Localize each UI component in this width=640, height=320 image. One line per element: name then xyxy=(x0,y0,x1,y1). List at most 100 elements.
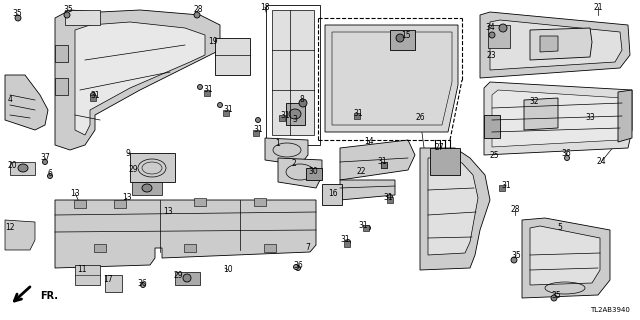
Text: 13: 13 xyxy=(122,194,132,203)
Polygon shape xyxy=(484,82,632,155)
Text: 17: 17 xyxy=(103,276,113,284)
Ellipse shape xyxy=(551,295,557,301)
Text: 28: 28 xyxy=(510,205,520,214)
Text: 31: 31 xyxy=(358,220,368,229)
Text: 13: 13 xyxy=(163,207,173,217)
Text: 12: 12 xyxy=(5,223,15,233)
Ellipse shape xyxy=(365,226,371,230)
Polygon shape xyxy=(265,138,308,165)
Text: 29: 29 xyxy=(128,164,138,173)
Polygon shape xyxy=(114,200,126,208)
Ellipse shape xyxy=(47,173,52,179)
Polygon shape xyxy=(430,148,460,175)
Text: 8: 8 xyxy=(300,95,305,105)
Polygon shape xyxy=(340,180,395,200)
Text: 11: 11 xyxy=(77,266,87,275)
Polygon shape xyxy=(524,98,558,130)
Polygon shape xyxy=(618,90,632,142)
Polygon shape xyxy=(215,38,250,75)
Text: 22: 22 xyxy=(356,167,365,177)
Polygon shape xyxy=(540,36,558,52)
Polygon shape xyxy=(175,272,200,285)
Polygon shape xyxy=(184,244,196,252)
Text: FR.: FR. xyxy=(40,291,58,301)
Polygon shape xyxy=(390,30,415,50)
Ellipse shape xyxy=(387,195,392,199)
Text: TL2AB3940: TL2AB3940 xyxy=(590,307,630,313)
Text: 4: 4 xyxy=(8,95,12,105)
Polygon shape xyxy=(55,45,68,62)
Ellipse shape xyxy=(142,184,152,192)
Text: 35: 35 xyxy=(511,251,521,260)
Ellipse shape xyxy=(564,156,570,161)
Ellipse shape xyxy=(42,159,47,164)
Text: 31: 31 xyxy=(223,106,233,115)
Text: 31: 31 xyxy=(203,85,213,94)
Text: 34: 34 xyxy=(485,23,495,33)
Polygon shape xyxy=(322,184,342,205)
Ellipse shape xyxy=(296,266,301,270)
Ellipse shape xyxy=(15,15,21,21)
Text: 37: 37 xyxy=(40,154,50,163)
Ellipse shape xyxy=(183,274,191,282)
Ellipse shape xyxy=(198,84,202,90)
Ellipse shape xyxy=(499,24,507,32)
Polygon shape xyxy=(278,158,322,188)
Text: 36: 36 xyxy=(293,260,303,269)
Polygon shape xyxy=(387,197,393,203)
Ellipse shape xyxy=(90,92,95,98)
Text: 1: 1 xyxy=(276,139,280,148)
Polygon shape xyxy=(204,90,210,96)
Ellipse shape xyxy=(64,12,70,18)
Polygon shape xyxy=(75,22,205,135)
Polygon shape xyxy=(363,225,369,231)
Ellipse shape xyxy=(396,34,404,42)
Text: 35: 35 xyxy=(551,291,561,300)
Polygon shape xyxy=(132,182,162,195)
Ellipse shape xyxy=(18,164,28,172)
Text: 7: 7 xyxy=(305,244,310,252)
Text: 36: 36 xyxy=(561,148,571,157)
Text: 18: 18 xyxy=(260,3,269,12)
Polygon shape xyxy=(325,25,458,132)
Polygon shape xyxy=(264,244,276,252)
Polygon shape xyxy=(65,10,100,25)
Text: 5: 5 xyxy=(557,223,563,233)
Text: 16: 16 xyxy=(328,188,338,197)
Text: 28: 28 xyxy=(193,5,203,14)
Text: 31: 31 xyxy=(340,236,350,244)
Text: 14: 14 xyxy=(364,137,374,146)
Polygon shape xyxy=(55,78,68,95)
Ellipse shape xyxy=(194,12,200,18)
Polygon shape xyxy=(354,113,360,119)
Polygon shape xyxy=(286,103,305,125)
Polygon shape xyxy=(488,25,510,48)
Text: 23: 23 xyxy=(486,51,496,60)
Text: 3: 3 xyxy=(292,116,298,124)
Text: 31: 31 xyxy=(353,108,363,117)
Polygon shape xyxy=(10,162,35,175)
Polygon shape xyxy=(5,75,48,130)
Text: 24: 24 xyxy=(596,157,606,166)
Polygon shape xyxy=(480,12,630,78)
Text: 31: 31 xyxy=(280,110,290,119)
Polygon shape xyxy=(272,10,314,135)
Text: 27: 27 xyxy=(434,143,444,153)
Text: 31: 31 xyxy=(383,193,393,202)
Text: 30: 30 xyxy=(308,166,318,175)
Text: 31: 31 xyxy=(90,91,100,100)
Text: 10: 10 xyxy=(223,266,233,275)
Text: 9: 9 xyxy=(125,148,131,157)
Polygon shape xyxy=(94,244,106,252)
Ellipse shape xyxy=(489,32,495,38)
Text: 2: 2 xyxy=(292,158,296,167)
Polygon shape xyxy=(55,10,220,150)
Polygon shape xyxy=(344,241,350,247)
Text: 25: 25 xyxy=(489,150,499,159)
Text: 13: 13 xyxy=(70,188,80,197)
Text: 32: 32 xyxy=(529,98,539,107)
Text: 35: 35 xyxy=(63,5,73,14)
Text: 29: 29 xyxy=(173,270,183,279)
Polygon shape xyxy=(105,275,122,292)
Polygon shape xyxy=(530,28,592,60)
